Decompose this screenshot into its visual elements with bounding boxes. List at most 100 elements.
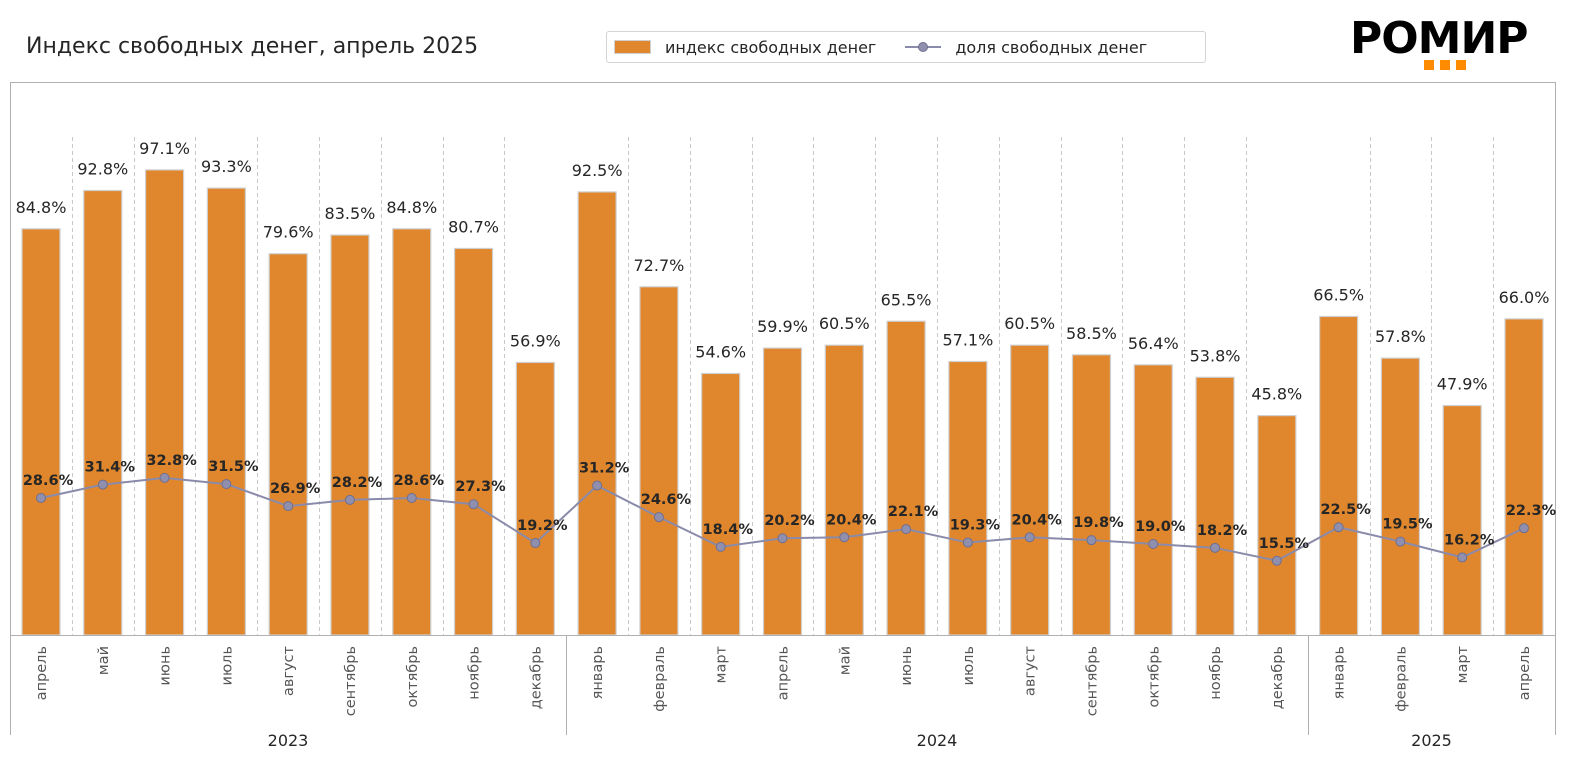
bar <box>1504 318 1544 636</box>
line-marker <box>530 538 541 549</box>
line-marker <box>1210 542 1221 553</box>
line-value-label: 19.5% <box>1382 517 1433 533</box>
bar <box>1010 344 1050 636</box>
bar-value-labels: 84.8% 92.8% 97.1% 93.3% 79.6% 83.5% 84.8% 80.7%… <box>16 139 1550 404</box>
bar <box>206 187 246 636</box>
bar-value-label: 79.6% <box>263 223 314 242</box>
bar <box>762 347 803 636</box>
bar-value-label: 56.9% <box>510 331 561 350</box>
bar <box>824 344 864 636</box>
line-marker <box>1086 535 1097 546</box>
year-label: 2023 <box>268 731 309 750</box>
line-marker <box>468 499 479 510</box>
bar-value-label: 65.5% <box>881 290 932 309</box>
bar <box>1319 315 1359 636</box>
legend: индекс свободных денег доля свободных де… <box>606 31 1206 63</box>
x-tick-label: июль <box>961 646 977 685</box>
line-value-label: 19.3% <box>950 518 1001 534</box>
year-label: 2024 <box>917 731 958 750</box>
line-value-label: 27.3% <box>455 479 506 495</box>
bar-value-label: 66.0% <box>1499 288 1550 307</box>
line-value-label: 18.2% <box>1197 523 1248 539</box>
line-marker <box>283 501 294 512</box>
bar-value-label: 72.7% <box>634 256 685 275</box>
bar-value-label: 93.3% <box>201 157 252 176</box>
x-tick-label: апрель <box>1517 646 1533 700</box>
x-tick-label: октябрь <box>1146 646 1162 708</box>
line-value-label: 19.2% <box>517 518 568 534</box>
x-tick-label: июль <box>219 646 235 685</box>
bar-value-label: 54.6% <box>695 342 746 361</box>
line-value-labels: 28.6% 31.4% 32.8% 31.5% 26.9% 28.2% 28.6% 27.3%… <box>23 453 1557 552</box>
x-tick-label: май <box>96 646 112 675</box>
x-tick-label: февраль <box>652 646 668 712</box>
bar-value-label: 83.5% <box>325 204 376 223</box>
line-marker <box>715 541 726 552</box>
bar <box>577 191 617 636</box>
x-tick-label: март <box>714 645 730 683</box>
x-tick-label: февраль <box>1393 646 1409 712</box>
bar-value-label: 57.8% <box>1375 327 1426 346</box>
line-value-label: 28.6% <box>394 473 445 489</box>
x-tick-label: декабрь <box>1270 646 1286 709</box>
line-value-label: 28.2% <box>332 475 383 491</box>
line-value-label: 19.8% <box>1073 515 1124 531</box>
x-tick-label: август <box>281 645 297 696</box>
bar <box>886 320 926 636</box>
logo-square-icon <box>1424 60 1434 70</box>
x-tick-label: март <box>1455 645 1471 683</box>
bar <box>1133 364 1173 636</box>
legend-item-index: индекс свободных денег <box>614 38 876 57</box>
bar-value-label: 66.5% <box>1313 285 1364 304</box>
line-marker <box>1457 552 1468 563</box>
line-value-label: 20.4% <box>1012 512 1063 528</box>
line-value-label: 15.5% <box>1259 536 1310 552</box>
bar <box>701 372 741 636</box>
bar <box>1195 376 1235 636</box>
x-tick-label: сентябрь <box>343 646 359 716</box>
line-value-label: 18.4% <box>703 522 754 538</box>
bar-series <box>21 169 1544 636</box>
x-tick-label: декабрь <box>528 646 544 709</box>
bar <box>144 169 185 636</box>
legend-item-share: доля свободных денег <box>883 38 1147 57</box>
bar <box>268 253 308 636</box>
bar <box>392 228 432 636</box>
x-tick-label: январь <box>590 646 606 699</box>
line-marker <box>1024 532 1035 543</box>
line-value-label: 32.8% <box>146 453 197 469</box>
line-value-label: 31.2% <box>579 461 630 477</box>
x-tick-label: апрель <box>34 646 50 700</box>
line-marker <box>97 479 108 490</box>
x-tick-label: ноябрь <box>1208 646 1224 700</box>
line-series <box>36 472 1529 566</box>
bar-value-label: 97.1% <box>139 139 190 158</box>
line-marker <box>221 479 232 490</box>
line-marker <box>777 533 788 544</box>
x-tick-label: июнь <box>158 646 174 686</box>
line-value-label: 16.2% <box>1444 532 1495 548</box>
x-tick-label: ноябрь <box>467 646 483 700</box>
line-marker <box>1148 538 1159 549</box>
x-tick-label: май <box>837 646 853 675</box>
line-value-label: 24.6% <box>641 492 692 508</box>
line-value-label: 20.2% <box>764 513 815 529</box>
line-marker <box>839 532 850 543</box>
bar <box>1257 415 1297 636</box>
line-marker <box>1395 536 1406 547</box>
line-value-label: 31.4% <box>85 460 136 476</box>
line-marker <box>1333 522 1344 533</box>
bar-value-label: 84.8% <box>386 198 437 217</box>
bar-value-label: 47.9% <box>1437 375 1488 394</box>
x-tick-label: июнь <box>899 646 915 686</box>
bar-value-label: 57.1% <box>942 330 993 349</box>
bar-value-label: 60.5% <box>819 314 870 333</box>
line-marker <box>406 493 417 504</box>
x-tick-label: август <box>1023 645 1039 696</box>
line-value-label: 22.3% <box>1506 503 1557 519</box>
bar-value-label: 58.5% <box>1066 324 1117 343</box>
year-label: 2025 <box>1411 731 1452 750</box>
x-tick-label: сентябрь <box>1084 646 1100 716</box>
x-tick-label: октябрь <box>405 646 421 708</box>
